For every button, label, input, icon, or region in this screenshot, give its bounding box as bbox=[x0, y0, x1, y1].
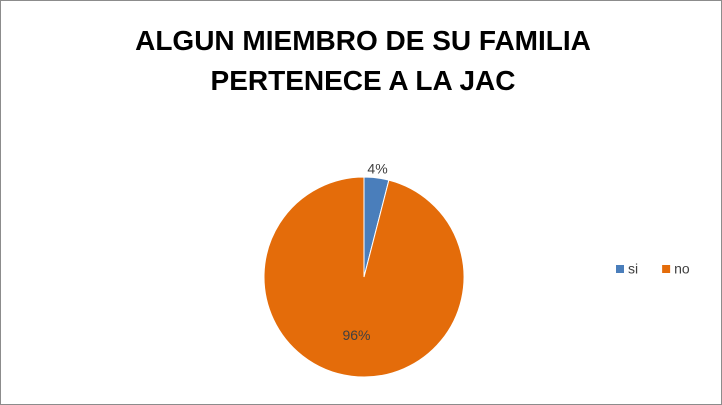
legend-swatch bbox=[616, 265, 624, 273]
data-label: 96% bbox=[342, 327, 370, 343]
data-label: 4% bbox=[367, 161, 387, 177]
legend-label: si bbox=[628, 261, 638, 277]
pie-slice bbox=[263, 176, 465, 378]
chart-title: ALGUN MIEMBRO DE SU FAMILIA PERTENECE A … bbox=[135, 25, 591, 96]
legend-label: no bbox=[674, 261, 690, 277]
legend-swatch bbox=[662, 265, 671, 273]
